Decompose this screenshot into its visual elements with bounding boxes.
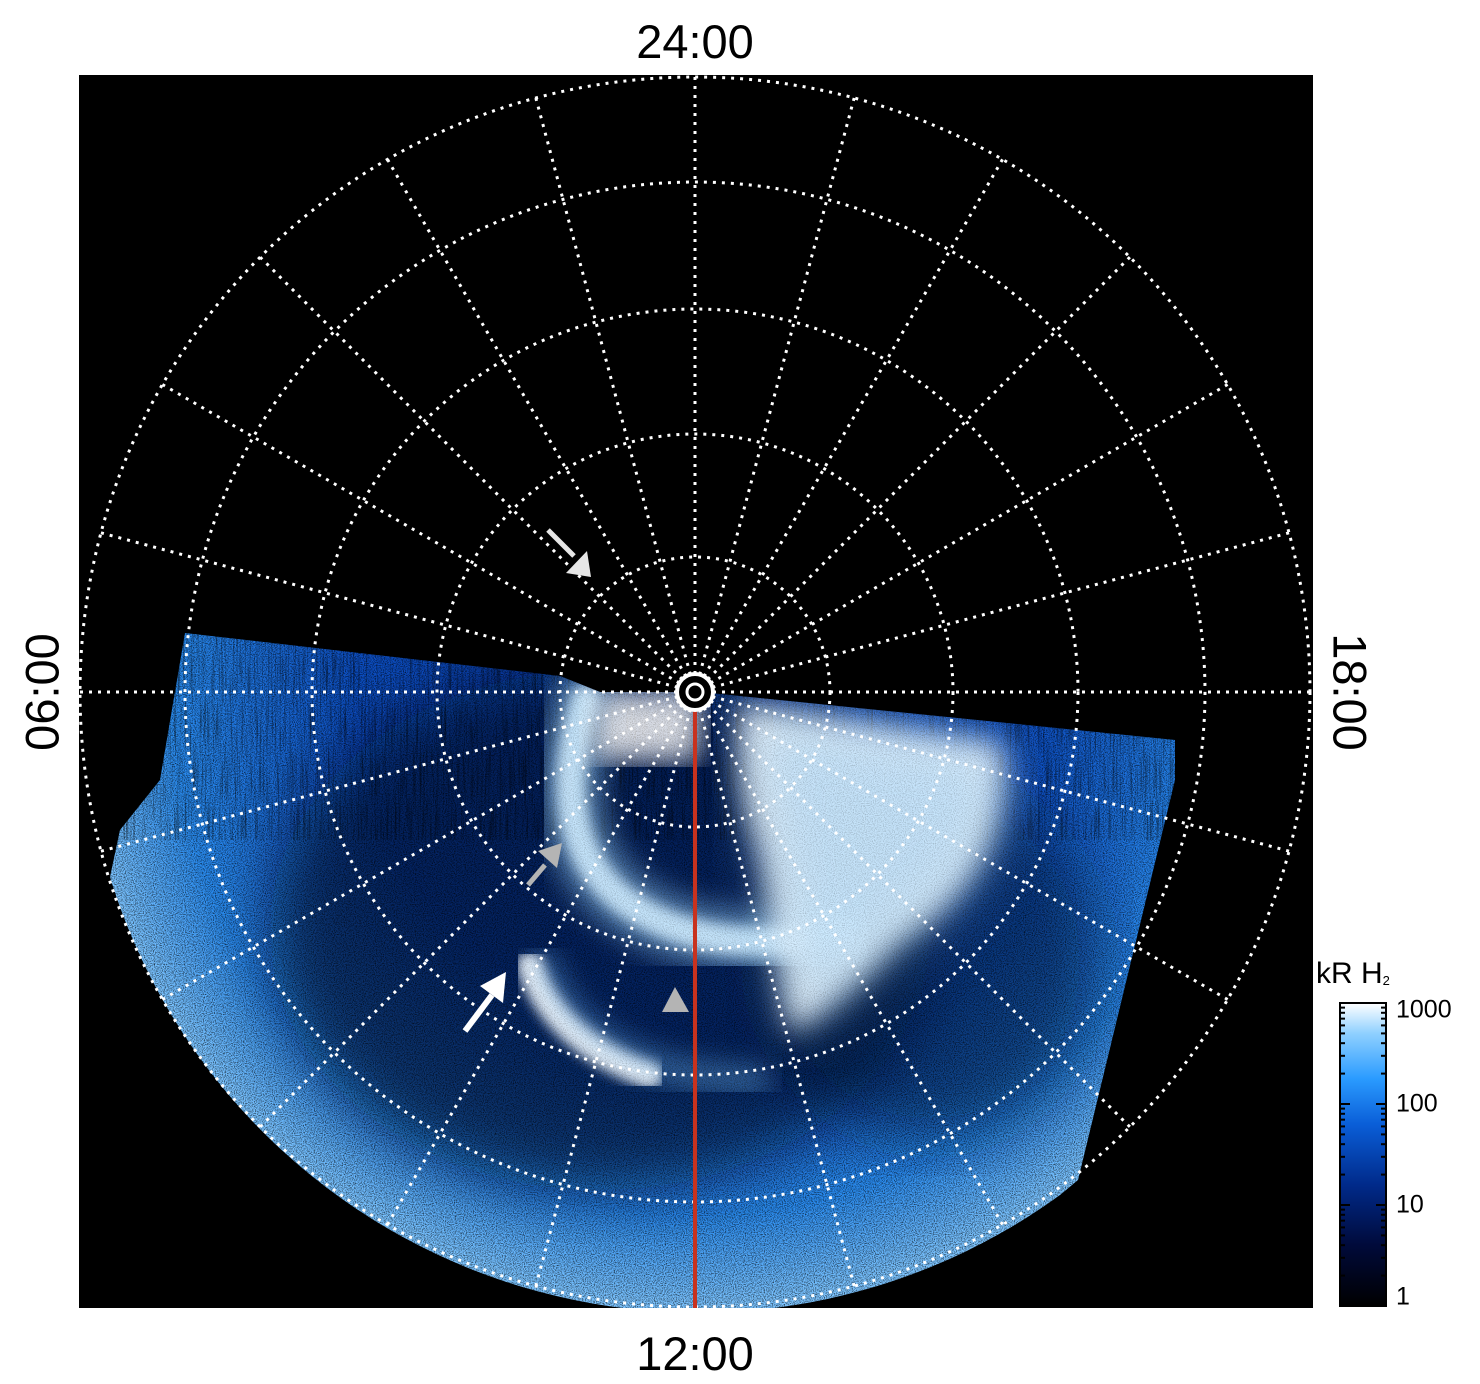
colorbar-title-subscript: 2: [1382, 973, 1390, 988]
grid-meridian: [259, 690, 697, 1128]
grid-meridian: [100, 531, 696, 694]
grid-meridian: [161, 383, 696, 694]
colorbar-tick-label-1000: 1000: [1396, 995, 1452, 1024]
grid-meridian: [694, 690, 1229, 1001]
local-time-label-left: 06:00: [15, 633, 69, 751]
grid-meridian: [693, 256, 1131, 694]
local-time-label-top: 24:00: [636, 15, 754, 68]
grid-meridian: [259, 256, 697, 694]
colorbar-tick-label-10: 10: [1396, 1190, 1424, 1219]
local-time-label-bottom: 12:00: [636, 1327, 754, 1380]
grid-meridian: [534, 97, 697, 693]
grid-meridian: [386, 158, 697, 693]
grid-meridian: [386, 691, 697, 1226]
colorbar: [1339, 1002, 1387, 1307]
grid-meridian: [100, 690, 696, 853]
grid-meridian: [693, 691, 1004, 1226]
gray-arrow-lower: [662, 987, 689, 1012]
grid-circle: [310, 307, 1080, 1077]
colorbar-title-prefix: kR H: [1316, 957, 1383, 990]
colorbar-gradient: [1339, 1002, 1387, 1307]
grid-meridian: [693, 690, 1131, 1128]
grid-meridian: [534, 691, 697, 1287]
grid-meridian: [693, 158, 1004, 693]
grid-meridian: [694, 531, 1290, 694]
grid-meridian: [161, 690, 696, 1001]
colorbar-title: kR H2: [1316, 957, 1390, 991]
local-time-label-right: 18:00: [1323, 633, 1377, 751]
white-arrow-upper: [546, 528, 591, 577]
white-arrow-lower: [462, 972, 506, 1033]
colorbar-tick-label-1: 1: [1396, 1282, 1410, 1311]
gray-arrow-middle: [526, 843, 562, 887]
grid-meridian: [693, 691, 856, 1287]
grid-meridian: [693, 97, 856, 693]
pole-marker-outer: [675, 672, 715, 712]
grid-meridian: [694, 383, 1229, 694]
grid-meridian: [694, 690, 1290, 853]
pole-marker-inner: [685, 682, 705, 702]
colorbar-tick-label-100: 100: [1396, 1089, 1438, 1118]
